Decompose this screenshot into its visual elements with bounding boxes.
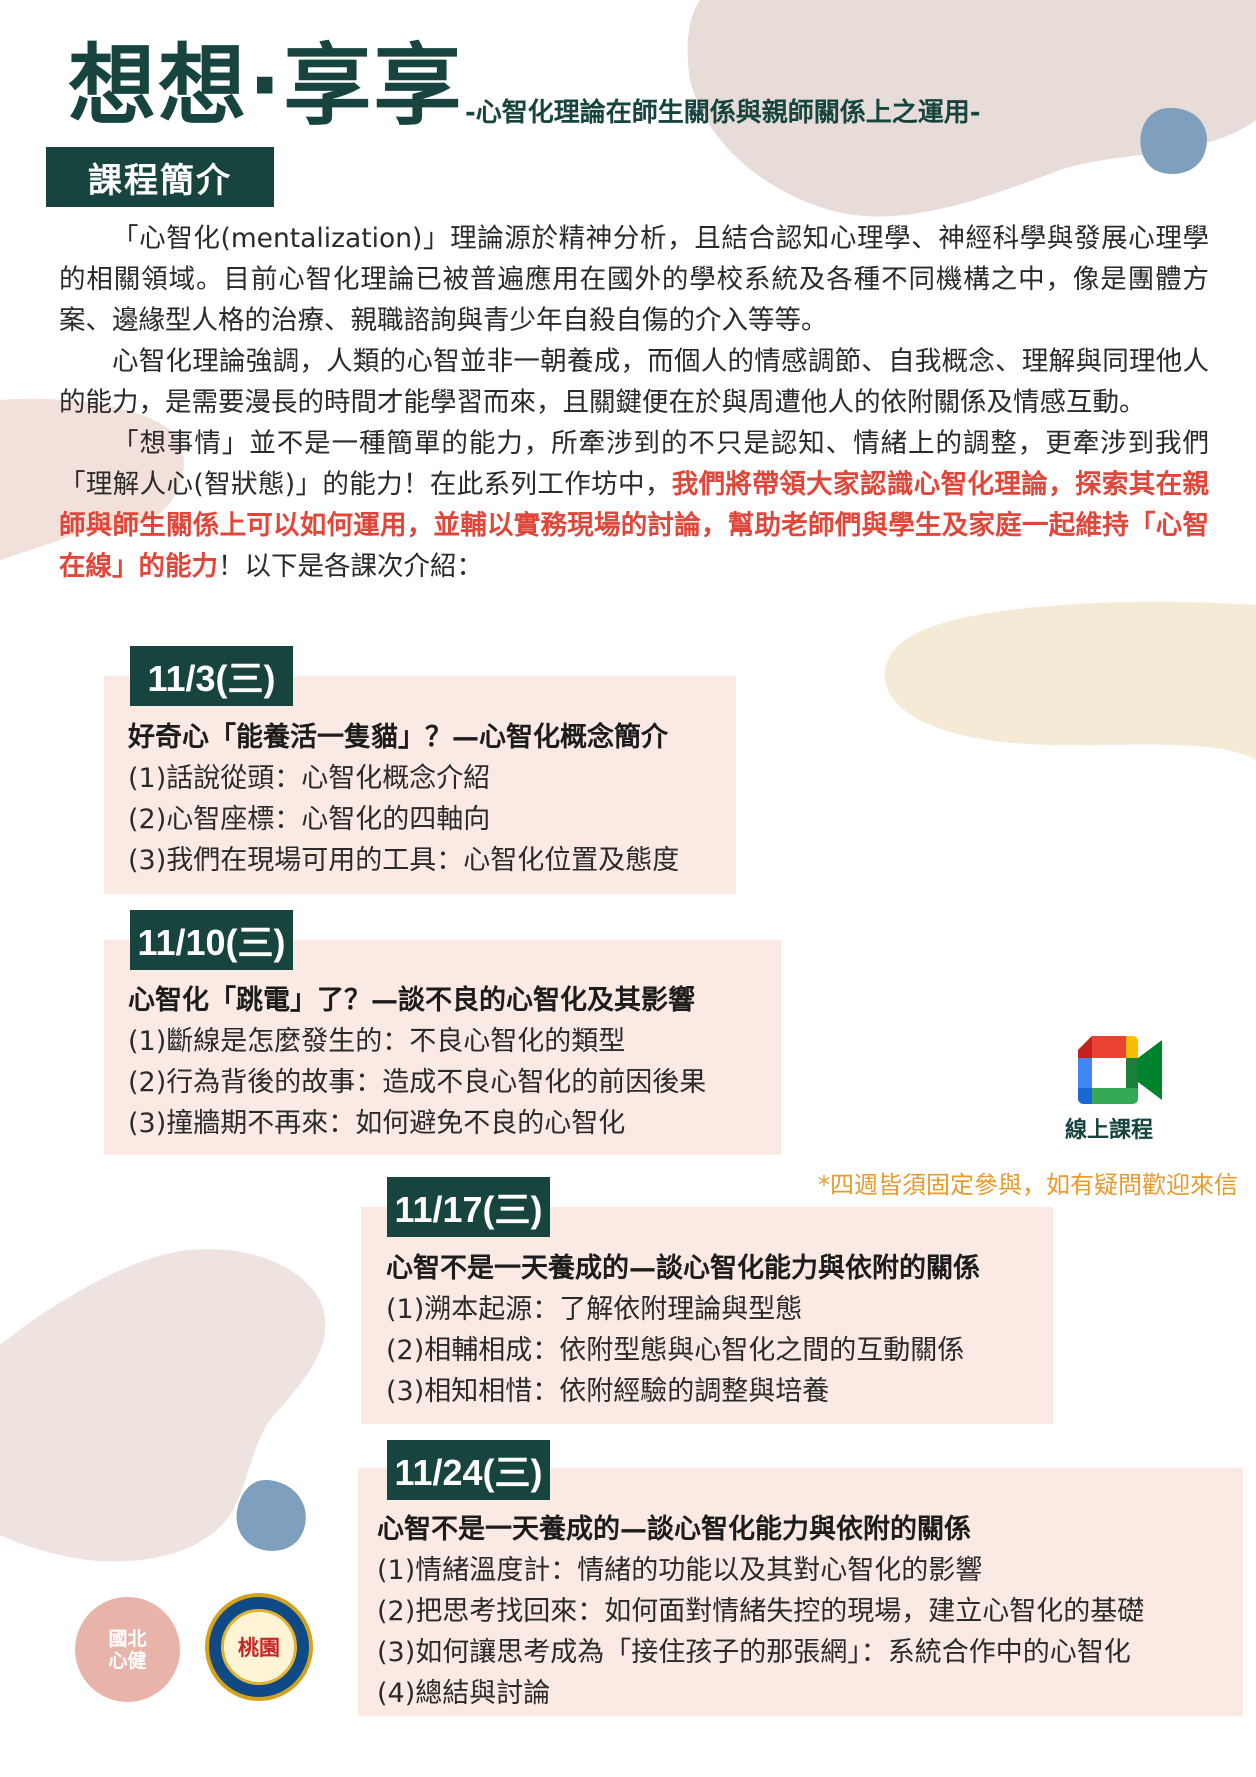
section-tag-course-intro: 課程簡介: [46, 147, 274, 207]
page-title: 想想·享享: [68, 34, 464, 137]
session-title-2: 心智化「跳電」了？—談不良的心智化及其影響: [128, 985, 695, 1016]
ntue-mental-health-logo: 國北心健: [75, 1597, 180, 1702]
session-title-4: 心智不是一天養成的—談心智化能力與依附的關係: [377, 1514, 971, 1545]
session-content-4: 心智不是一天養成的—談心智化能力與依附的關係 (1)情緒溫度計：情緒的功能以及其…: [377, 1509, 1144, 1714]
taoyuan-logo-inner: 桃園: [221, 1609, 297, 1685]
session-item: (1)斷線是怎麼發生的：不良心智化的類型: [128, 1026, 626, 1057]
intro-p3-start: 「想事情」並不是一種簡單的能力，所牽涉到的不只是認知、情緒上的調整，更牽涉到我們…: [59, 428, 1209, 500]
google-meet-icon: [1078, 1036, 1162, 1104]
session-content-1: 好奇心「能養活一隻貓」？—心智化概念簡介 (1)話說從頭：心智化概念介紹 (2)…: [128, 717, 679, 881]
session-item: (3)相知相惜：依附經驗的調整與培養: [386, 1376, 830, 1407]
session-title-3: 心智不是一天養成的—談心智化能力與依附的關係: [386, 1253, 980, 1284]
session-item: (1)情緒溫度計：情緒的功能以及其對心智化的影響: [377, 1555, 983, 1586]
session-item: (2)心智座標：心智化的四軸向: [128, 804, 491, 835]
intro-paragraph-1: 「心智化(mentalization)」理論源於精神分析，且結合認知心理學、神經…: [59, 223, 1209, 336]
session-item: (1)話說從頭：心智化概念介紹: [128, 763, 491, 794]
session-item: (3)如何讓思考成為「接住孩子的那張網」：系統合作中的心智化: [377, 1637, 1131, 1668]
intro-p3-highlight: 我們將帶領大家認識心智化理論，探索其在親師與師生關係上可以如何運用，並輔以實務現…: [59, 469, 1209, 582]
session-card-3: [361, 1207, 1053, 1424]
intro-paragraph-2: 心智化理論強調，人類的心智並非一朝養成，而個人的情感調節、自我概念、理解與同理他…: [59, 346, 1209, 418]
online-course-label: 線上課程: [1065, 1118, 1154, 1143]
session-item: (2)相輔相成：依附型態與心智化之間的互動關係: [386, 1335, 965, 1366]
session-card-2: [104, 940, 781, 1155]
intro-paragraph-3: 「想事情」並不是一種簡單的能力，所牽涉到的不只是認知、情緒上的調整，更牽涉到我們…: [59, 423, 1209, 587]
intro-p3-end: ！以下是各課次介紹：: [218, 551, 483, 582]
session-card-4: [358, 1468, 1243, 1716]
session-card-1: [104, 676, 736, 894]
intro-text: 「心智化(mentalization)」理論源於精神分析，且結合認知心理學、神經…: [59, 218, 1209, 587]
session-date-4: 11/24(三): [387, 1440, 550, 1500]
session-content-3: 心智不是一天養成的—談心智化能力與依附的關係 (1)溯本起源：了解依附理論與型態…: [386, 1248, 980, 1412]
session-date-3: 11/17(三): [387, 1177, 550, 1237]
session-item: (2)把思考找回來：如何面對情緒失控的現場，建立心智化的基礎: [377, 1596, 1145, 1627]
taoyuan-logo: 桃園: [205, 1593, 313, 1701]
session-date-1: 11/3(三): [130, 646, 293, 706]
session-content-2: 心智化「跳電」了？—談不良的心智化及其影響 (1)斷線是怎麼發生的：不良心智化的…: [128, 980, 706, 1144]
session-date-2: 11/10(三): [130, 910, 293, 970]
session-item: (2)行為背後的故事：造成不良心智化的前因後果: [128, 1067, 707, 1098]
session-item: (3)撞牆期不再來：如何避免不良的心智化: [128, 1108, 626, 1139]
session-item: (3)我們在現場可用的工具：心智化位置及態度: [128, 845, 680, 876]
ntue-logo-text: 國北心健: [108, 1627, 147, 1672]
taoyuan-logo-text: 桃園: [238, 1636, 280, 1660]
session-item: (4)總結與討論: [377, 1678, 551, 1709]
session-title-1: 好奇心「能養活一隻貓」？—心智化概念簡介: [128, 722, 668, 753]
session-item: (1)溯本起源：了解依附理論與型態: [386, 1294, 803, 1325]
page-subtitle: -心智化理論在師生關係與親師關係上之運用-: [465, 98, 981, 128]
attendance-note: *四週皆須固定參與，如有疑問歡迎來信: [818, 1171, 1238, 1199]
